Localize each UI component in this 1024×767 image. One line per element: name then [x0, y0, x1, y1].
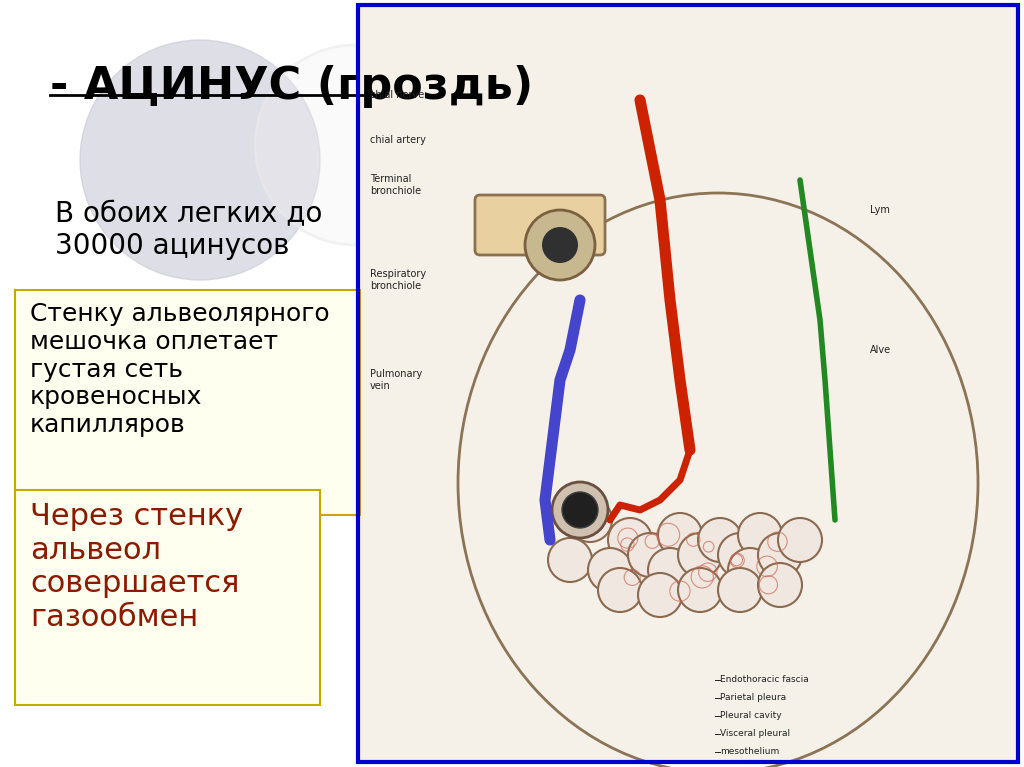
Circle shape: [758, 563, 802, 607]
Text: Через стенку
альвеол
совершается
газообмен: Через стенку альвеол совершается газообм…: [30, 502, 243, 632]
Circle shape: [718, 533, 762, 577]
Circle shape: [648, 548, 692, 592]
Circle shape: [718, 568, 762, 612]
Circle shape: [608, 518, 652, 562]
Text: Parietal pleura: Parietal pleura: [720, 693, 786, 703]
Circle shape: [525, 210, 595, 280]
Circle shape: [542, 227, 578, 263]
Circle shape: [778, 518, 822, 562]
Text: chial nerve: chial nerve: [370, 90, 424, 100]
Text: Pulmonary
vein: Pulmonary vein: [370, 369, 422, 391]
Text: Alve: Alve: [870, 345, 891, 355]
Circle shape: [678, 568, 722, 612]
Text: Lym: Lym: [870, 205, 890, 215]
FancyBboxPatch shape: [475, 195, 605, 255]
Circle shape: [255, 45, 455, 245]
Circle shape: [598, 568, 642, 612]
Circle shape: [678, 533, 722, 577]
Circle shape: [588, 548, 632, 592]
Circle shape: [562, 492, 598, 528]
Circle shape: [628, 533, 672, 577]
Circle shape: [658, 513, 702, 557]
Text: Visceral pleural: Visceral pleural: [720, 729, 791, 739]
FancyBboxPatch shape: [15, 290, 360, 515]
Text: chial artery: chial artery: [370, 135, 426, 145]
Circle shape: [698, 518, 742, 562]
Text: В обоих легких до
30000 ацинусов: В обоих легких до 30000 ацинусов: [55, 200, 323, 261]
Text: Endothoracic fascia: Endothoracic fascia: [720, 676, 809, 684]
Circle shape: [738, 513, 782, 557]
Circle shape: [758, 533, 802, 577]
Circle shape: [638, 573, 682, 617]
FancyBboxPatch shape: [360, 7, 1016, 760]
Text: Respiratory
bronchiole: Respiratory bronchiole: [370, 269, 426, 291]
Circle shape: [728, 548, 772, 592]
Circle shape: [548, 538, 592, 582]
Text: Стенку альвеолярного
мешочка оплетает
густая сеть
кровеносных
капилляров: Стенку альвеолярного мешочка оплетает гу…: [30, 302, 330, 437]
Circle shape: [552, 482, 608, 538]
Circle shape: [568, 498, 612, 542]
Text: mesothelium: mesothelium: [720, 748, 779, 756]
Text: Pleural cavity: Pleural cavity: [720, 712, 781, 720]
Circle shape: [80, 40, 319, 280]
Text: - АЦИНУС (гроздь): - АЦИНУС (гроздь): [50, 65, 534, 108]
Text: Terminal
bronchiole: Terminal bronchiole: [370, 174, 421, 196]
FancyBboxPatch shape: [15, 490, 319, 705]
